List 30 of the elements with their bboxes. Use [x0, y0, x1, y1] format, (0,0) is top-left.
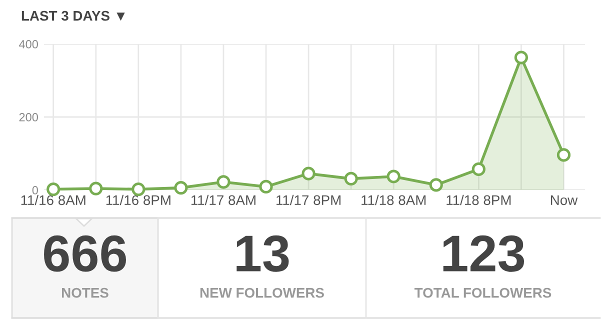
point — [259, 180, 273, 194]
point — [386, 170, 400, 184]
x-tick-label: 11/16 8PM — [106, 194, 170, 206]
x-tick-label: 11/16 8AM — [21, 194, 86, 206]
y-tick-label: 0 — [32, 186, 38, 194]
point — [514, 50, 528, 64]
y-tick-label: 200 — [19, 113, 38, 122]
point — [174, 181, 188, 195]
x-tick-label: Now — [550, 195, 578, 206]
point — [344, 172, 358, 186]
point — [216, 175, 230, 189]
x-tick-label: 11/18 8AM — [362, 194, 426, 206]
point — [302, 166, 316, 180]
y-tick-label: 400 — [19, 40, 38, 48]
text: TOTAL FOLLOWERS — [414, 288, 552, 298]
x-tick-label: 11/17 8AM — [191, 194, 256, 206]
point — [46, 182, 60, 196]
point — [472, 162, 486, 176]
point — [89, 182, 103, 196]
text: 13 — [236, 235, 289, 272]
chart-title: LAST 3 DAYS ▼ — [22, 10, 125, 21]
point — [132, 182, 146, 196]
text: 123 — [443, 235, 524, 272]
point — [556, 148, 571, 162]
text: NEW FOLLOWERS — [200, 288, 324, 298]
text: NOTES — [62, 288, 108, 298]
text: 666 — [44, 235, 126, 272]
x-tick-label: 11/17 8PM — [276, 194, 340, 206]
point — [429, 178, 443, 192]
x-tick-label: 11/18 8PM — [446, 194, 511, 206]
